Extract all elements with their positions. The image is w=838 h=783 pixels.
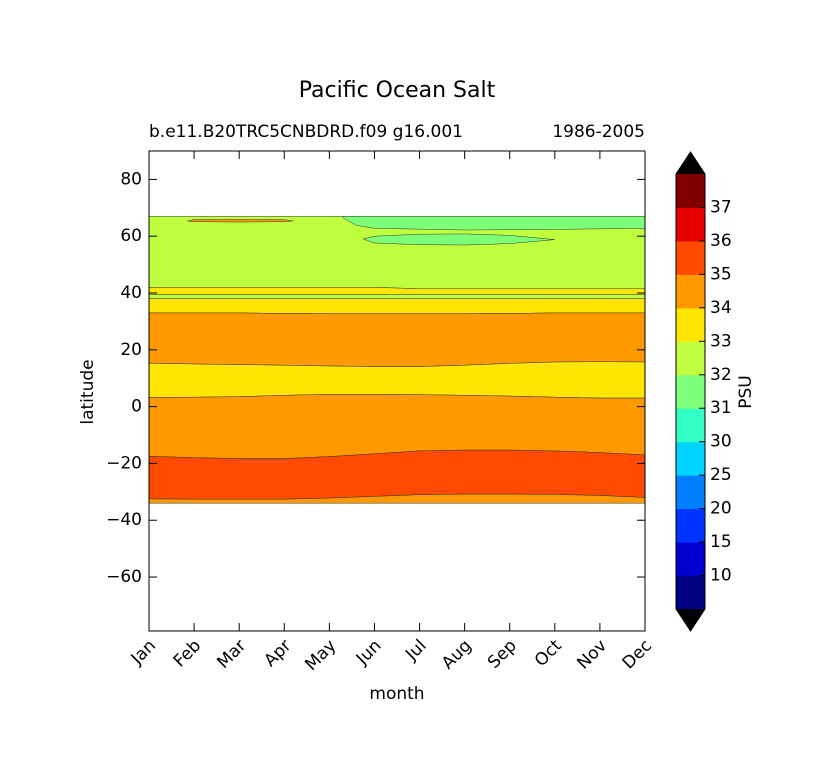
colorbar-tick-label: 25	[710, 465, 732, 485]
colorbar-tick-label: 31	[710, 398, 732, 418]
y-tick-label: 60	[120, 226, 142, 246]
subtitle-left: b.e11.B20TRC5CNBDRD.f09 g16.001	[149, 122, 463, 142]
colorbar-segment	[676, 508, 705, 543]
y-tick-label: 80	[120, 169, 142, 189]
colorbar-segment	[676, 408, 705, 443]
colorbar-extend-bottom	[676, 609, 705, 631]
colorbar-extend-top	[676, 152, 705, 174]
x-axis-label: month	[369, 684, 424, 704]
contour-band	[187, 219, 294, 223]
colorbar-tick-label: 20	[710, 499, 732, 519]
colorbar-tick-label: 37	[710, 197, 732, 217]
colorbar-tick-label: 10	[710, 566, 732, 586]
contour-band	[148, 394, 646, 459]
contour-band	[148, 361, 646, 399]
subtitle-right: 1986-2005	[552, 122, 645, 142]
colorbar-tick-label: 36	[710, 231, 732, 251]
plot-frame	[148, 150, 646, 632]
chart-title: Pacific Ocean Salt	[299, 78, 496, 103]
contour-band	[362, 233, 555, 246]
colorbar-segment	[676, 441, 705, 476]
y-axis-label: latitude	[78, 359, 98, 424]
colorbar-segment	[676, 307, 705, 342]
y-tick-label: −40	[106, 510, 142, 530]
colorbar-segment	[676, 240, 705, 275]
colorbar-segment	[676, 575, 705, 610]
colorbar-segment	[676, 341, 705, 376]
colorbar-tick-label: 30	[710, 432, 732, 452]
colorbar-tick-label: 15	[710, 532, 732, 552]
contour-band	[148, 312, 646, 367]
colorbar-segment	[676, 207, 705, 242]
colorbar-segment	[676, 542, 705, 577]
colorbar-segment	[676, 475, 705, 510]
contour-band	[148, 294, 646, 299]
colorbar-tick-label: 32	[710, 365, 732, 385]
colorbar-tick-label: 33	[710, 331, 732, 351]
colorbar-segment	[676, 174, 705, 208]
y-tick-label: 0	[131, 397, 142, 417]
colorbar-segment	[676, 274, 705, 309]
colorbar-frame	[675, 151, 706, 632]
y-tick-label: −20	[106, 453, 142, 473]
contour-band	[342, 216, 646, 231]
y-tick-label: 20	[120, 340, 142, 360]
colorbar-label: PSU	[736, 375, 756, 409]
y-tick-label: 40	[120, 283, 142, 303]
contour-band	[148, 298, 646, 314]
colorbar-tick-label: 35	[710, 264, 732, 284]
y-tick-label: −60	[106, 567, 142, 587]
colorbar-tick-label: 34	[710, 298, 732, 318]
colorbar-segment	[676, 374, 705, 409]
